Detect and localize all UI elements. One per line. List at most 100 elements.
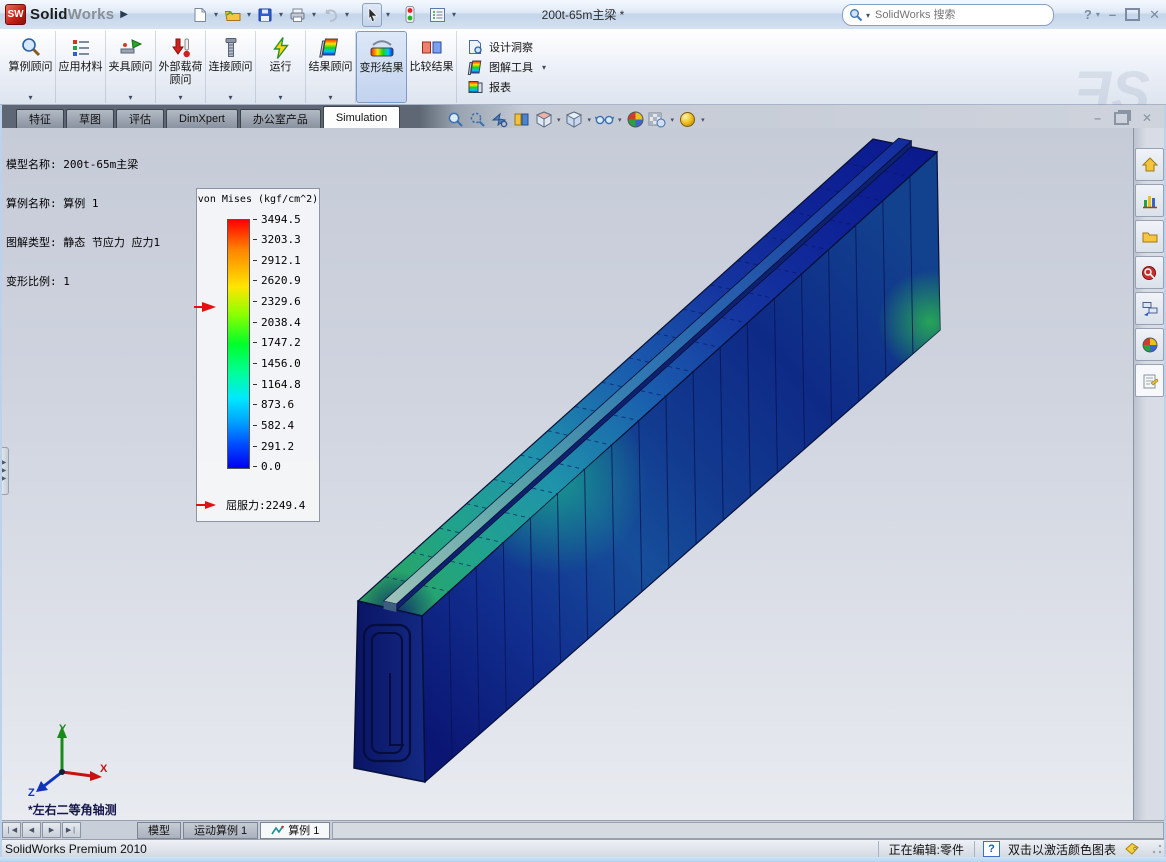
beam-model[interactable] <box>0 128 1135 820</box>
plot-tools-button[interactable]: 图解工具 ▾ <box>467 59 546 75</box>
brand-text: SolidWorks <box>30 6 115 23</box>
tab-scroll-first[interactable]: ❘◀ <box>2 822 21 838</box>
tab-scroll-prev[interactable]: ◀ <box>22 822 41 838</box>
tab-features[interactable]: 特征 <box>16 109 64 128</box>
resize-grip[interactable] <box>1152 844 1162 854</box>
new-document-button[interactable] <box>190 4 210 26</box>
doc-close-button[interactable]: ✕ <box>1141 111 1152 125</box>
options-caret[interactable]: ▾ <box>452 10 457 19</box>
ribbon-button-fixtures-advisor[interactable]: 夹具顾问 ▾ <box>106 31 156 103</box>
ribbon-button-connections-advisor[interactable]: 连接顾问 ▾ <box>206 31 256 103</box>
tab-simulation-study[interactable]: 算例 1 <box>260 821 331 839</box>
task-pane-resources-button[interactable] <box>1135 148 1164 181</box>
edit-appearance-button[interactable] <box>626 110 645 129</box>
view-orientation-caret[interactable]: ▾ <box>557 116 561 124</box>
dropdown-caret[interactable]: ▾ <box>28 93 33 102</box>
task-pane-search-button[interactable] <box>1135 256 1164 289</box>
ribbon-button-study-advisor[interactable]: 算例顾问 ▾ <box>6 31 56 103</box>
dropdown-caret[interactable]: ▾ <box>228 93 233 102</box>
dropdown-caret[interactable]: ▾ <box>542 62 547 72</box>
section-view-button[interactable] <box>512 110 531 129</box>
search-ball-icon <box>1141 265 1156 280</box>
status-help-icon[interactable]: ? <box>982 841 1000 857</box>
open-button[interactable] <box>222 4 243 26</box>
select-tool-button[interactable] <box>362 2 383 27</box>
simulation-ribbon: 算例顾问 ▾ 应用材料 夹具顾问 ▾ 外部载荷顾问 ▾ 连接顾问 ▾ 运行 ▾ … <box>0 29 1166 125</box>
tab-dimxpert[interactable]: DimXpert <box>166 109 238 128</box>
dropdown-caret[interactable]: ▾ <box>178 93 183 102</box>
ribbon-button-deformed-result[interactable]: 变形结果 <box>356 31 407 103</box>
feature-manager-splitter[interactable]: ▶ ▶ ▶ <box>0 447 9 495</box>
ribbon-button-run[interactable]: 运行 ▾ <box>256 31 306 103</box>
document-window-controls: – ✕ <box>1094 111 1152 125</box>
rebuild-button[interactable] <box>403 4 417 26</box>
view-settings-caret[interactable]: ▾ <box>701 116 705 124</box>
tab-simulation[interactable]: Simulation <box>322 106 401 128</box>
new-caret[interactable]: ▾ <box>213 10 218 19</box>
zoom-area-button[interactable] <box>468 110 487 129</box>
graphics-viewport[interactable]: 模型名称: 200t-65m主梁 算例名称: 算例 1 图解类型: 静态 节应力… <box>0 128 1166 820</box>
zoom-to-selection-button[interactable] <box>490 110 509 129</box>
ribbon-button-apply-material[interactable]: 应用材料 <box>56 31 106 103</box>
close-button[interactable]: ✕ <box>1149 7 1160 22</box>
task-pane-file-explorer-button[interactable] <box>1135 220 1164 253</box>
color-legend[interactable]: von Mises (kgf/cm^2) 3494.5 3203.3 2912.… <box>194 188 320 522</box>
undo-button[interactable] <box>320 4 341 26</box>
print-caret[interactable]: ▾ <box>312 10 317 19</box>
apply-scene-button[interactable] <box>648 110 667 129</box>
task-pane <box>1133 128 1164 820</box>
tab-office-products[interactable]: 办公室产品 <box>239 109 321 128</box>
design-insight-button[interactable]: 设计洞察 <box>467 39 546 55</box>
dropdown-caret[interactable]: ▾ <box>328 93 333 102</box>
task-pane-appearances-button[interactable] <box>1135 328 1164 361</box>
dropdown-caret[interactable]: ▾ <box>128 93 133 102</box>
view-settings-button[interactable] <box>678 110 697 129</box>
undo-caret[interactable]: ▾ <box>345 10 350 19</box>
view-orientation-button[interactable] <box>534 110 553 129</box>
save-caret[interactable]: ▾ <box>278 10 283 19</box>
search-caret[interactable]: ▾ <box>866 10 871 20</box>
external-loads-advisor-icon <box>169 34 193 61</box>
zoom-fit-button[interactable] <box>446 110 465 129</box>
hide-show-items-caret[interactable]: ▾ <box>618 116 622 124</box>
task-pane-design-library-button[interactable] <box>1135 184 1164 217</box>
tab-scroll-next[interactable]: ▶ <box>42 822 61 838</box>
help-caret[interactable]: ▾ <box>1095 10 1100 19</box>
hide-show-items-button[interactable] <box>595 110 615 129</box>
apply-scene-caret[interactable]: ▾ <box>670 116 675 124</box>
search-box[interactable]: ▾ <box>842 4 1054 26</box>
select-caret[interactable]: ▾ <box>386 10 391 19</box>
yield-arrow-icon <box>196 501 220 509</box>
tag-icon[interactable] <box>1124 842 1140 856</box>
dropdown-caret[interactable]: ▾ <box>278 93 283 102</box>
open-caret[interactable]: ▾ <box>246 10 251 19</box>
help-button[interactable]: ? <box>1083 7 1092 22</box>
display-style-caret[interactable]: ▾ <box>587 116 592 124</box>
print-button[interactable] <box>287 4 308 26</box>
quick-toolbar: ▾ ▾ ▾ ▾ ▾ ▾ <box>190 2 459 27</box>
task-pane-view-palette-button[interactable] <box>1135 292 1164 325</box>
search-input[interactable] <box>873 8 1047 22</box>
run-icon <box>269 34 293 61</box>
options-button[interactable] <box>427 4 448 26</box>
save-button[interactable] <box>255 4 275 26</box>
doc-restore-button[interactable] <box>1113 111 1129 125</box>
yield-marker-arrow <box>194 302 221 312</box>
doc-minimize-button[interactable]: – <box>1094 111 1101 125</box>
tab-motion-study[interactable]: 运动算例 1 <box>183 821 259 839</box>
maximize-button[interactable] <box>1125 8 1141 21</box>
ribbon-button-external-loads-advisor[interactable]: 外部载荷顾问 ▾ <box>156 31 206 103</box>
tab-evaluate[interactable]: 评估 <box>116 109 164 128</box>
report-button[interactable]: 报表 <box>467 79 546 95</box>
tab-scroll-last[interactable]: ▶❘ <box>62 822 81 838</box>
undo-icon <box>325 8 338 22</box>
task-pane-custom-properties-button[interactable] <box>1135 364 1164 397</box>
appearances-ball-icon <box>1142 337 1157 352</box>
ribbon-button-compare-results[interactable]: 比较结果 <box>407 31 457 103</box>
tab-sketch[interactable]: 草图 <box>66 109 114 128</box>
display-style-button[interactable] <box>565 110 584 129</box>
menu-expander-icon[interactable]: ▶ <box>120 9 128 20</box>
tab-model[interactable]: 模型 <box>137 821 181 839</box>
minimize-button[interactable]: – <box>1108 7 1117 22</box>
ribbon-button-results-advisor[interactable]: 结果顾问 ▾ <box>306 31 356 103</box>
